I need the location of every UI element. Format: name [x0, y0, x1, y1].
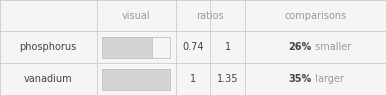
Text: vanadium: vanadium — [24, 74, 73, 84]
Text: 35%: 35% — [288, 74, 312, 84]
Text: 35% larger: 35% larger — [0, 94, 1, 95]
Text: 0.74: 0.74 — [182, 42, 204, 52]
Text: phosphorus: phosphorus — [20, 42, 77, 52]
Text: 26%: 26% — [288, 42, 312, 52]
Text: visual: visual — [122, 11, 151, 21]
Text: smaller: smaller — [312, 42, 351, 52]
Text: 1.35: 1.35 — [217, 74, 239, 84]
Text: 26% smaller: 26% smaller — [0, 94, 1, 95]
Text: 1: 1 — [225, 42, 231, 52]
Bar — [102, 37, 152, 58]
Text: ratios: ratios — [196, 11, 224, 21]
Text: 1: 1 — [190, 74, 196, 84]
Bar — [102, 69, 170, 89]
Bar — [102, 69, 170, 89]
Bar — [102, 37, 170, 58]
Text: comparisons: comparisons — [284, 11, 347, 21]
Text: larger: larger — [312, 74, 344, 84]
